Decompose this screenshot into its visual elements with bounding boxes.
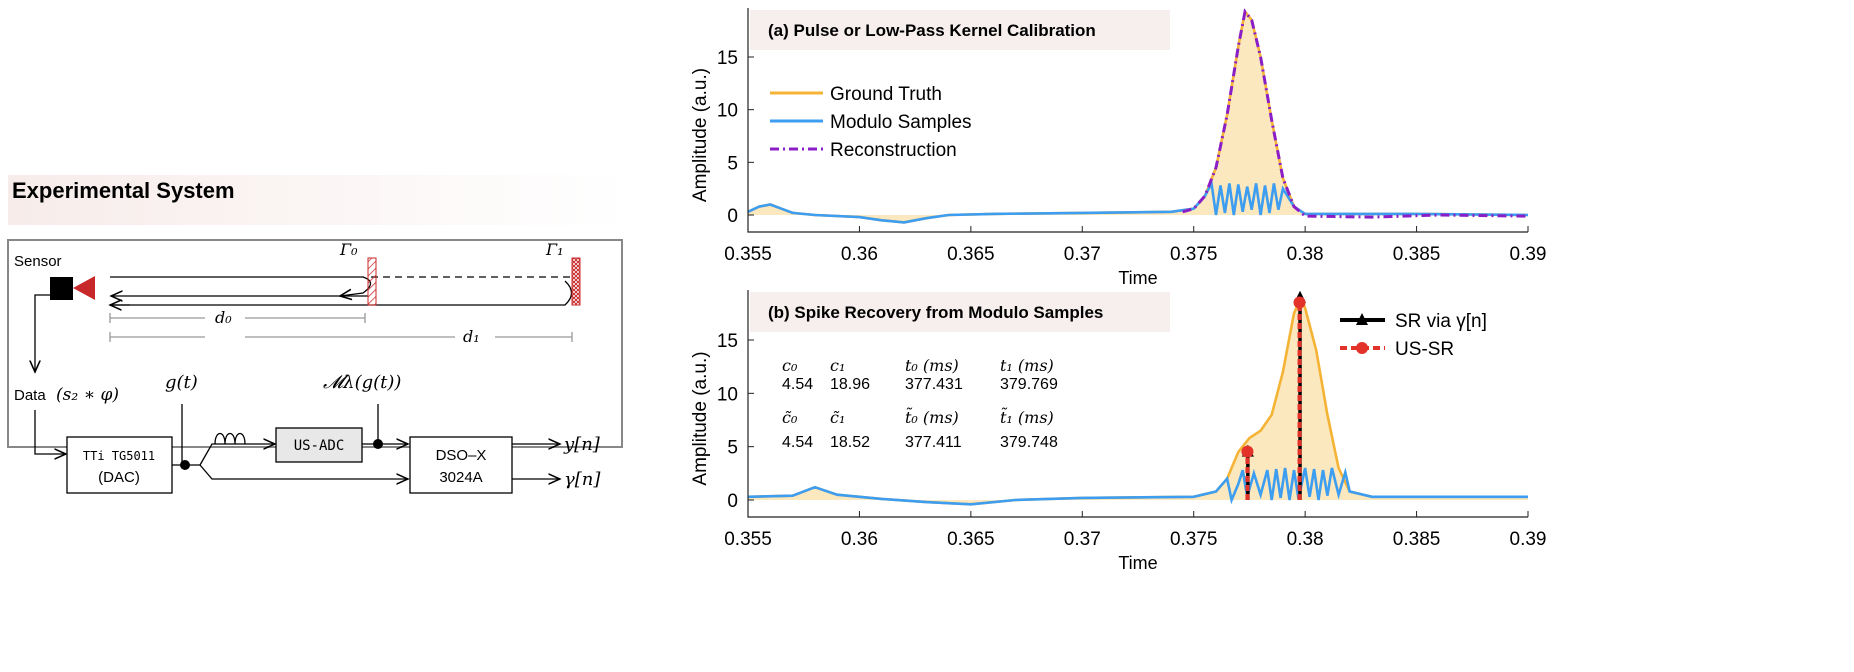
x-axis-label: Time: [1118, 268, 1157, 288]
table-cell: c̃₀: [782, 408, 798, 427]
table-cell: 18.96: [830, 376, 870, 393]
series-line-1: [747, 467, 1528, 506]
legend-marker: [1356, 313, 1368, 325]
legend-label: Reconstruction: [830, 140, 957, 161]
table-cell: t̃₀ (ms): [905, 407, 959, 427]
x-tick-label: 0.385: [1393, 244, 1441, 265]
x-tick-label: 0.365: [947, 529, 995, 550]
sensor-label: Sensor: [14, 253, 62, 270]
y-tick-label: 0: [727, 491, 738, 512]
diagram-frame: [7, 239, 623, 448]
legend-label: US-SR: [1395, 339, 1454, 360]
y-axis-label: Amplitude (a.u.): [690, 68, 711, 202]
y-tick-label: 15: [717, 48, 738, 69]
table-cell: c₀: [782, 356, 798, 375]
reflector-gamma0: [367, 257, 377, 306]
x-tick-label: 0.375: [1170, 244, 1218, 265]
series-fill-0: [748, 297, 1528, 505]
diagram-title: Experimental System: [12, 178, 235, 203]
y-tick-label: 5: [727, 438, 738, 459]
x-tick-label: 0.355: [724, 529, 772, 550]
y-tick-label: 5: [727, 153, 738, 174]
y-axis-label: Amplitude (a.u.): [690, 351, 711, 485]
x-tick-label: 0.39: [1510, 529, 1547, 550]
dso-sublabel: 3024A: [439, 469, 482, 486]
x-axis-label: Time: [1118, 553, 1157, 573]
table-cell: 379.748: [1000, 434, 1058, 451]
junction-dot: [180, 460, 190, 470]
x-tick-label: 0.38: [1287, 529, 1324, 550]
legend-label: Modulo Samples: [830, 112, 972, 133]
series-line-2: [1182, 8, 1529, 219]
chart-b: (b) Spike Recovery from Modulo Samples 0.…: [690, 290, 1546, 573]
x-tick-label: 0.36: [841, 529, 878, 550]
data-label: Data: [14, 387, 46, 404]
table-cell: 379.769: [1000, 376, 1058, 393]
x-tick-label: 0.37: [1064, 529, 1101, 550]
x-tick-label: 0.375: [1170, 529, 1218, 550]
table-cell: t₁ (ms): [1000, 356, 1054, 375]
x-tick-label: 0.37: [1064, 244, 1101, 265]
modulo-label: 𝓜λ(g(t)): [323, 372, 401, 393]
dso-label: DSO–X: [436, 447, 487, 464]
legend-marker: [1356, 342, 1368, 354]
series-line-1: [747, 179, 1529, 224]
us-adc-label: US-ADC: [294, 438, 345, 454]
y-tick-label: 10: [717, 384, 738, 405]
title-band: [750, 10, 1170, 50]
x-tick-label: 0.38: [1287, 244, 1324, 265]
table-cell: c̃₁: [830, 408, 845, 427]
y-tick-label: 10: [717, 101, 738, 122]
table-cell: 4.54: [782, 434, 813, 451]
legend-label: SR via γ[n]: [1395, 311, 1487, 332]
dac-label: TTi TG5011: [83, 449, 155, 463]
g-label: g(t): [165, 372, 198, 393]
y-tick-label: 15: [717, 331, 738, 352]
table-cell: 377.431: [905, 376, 963, 393]
circle-marker-1: [1293, 296, 1306, 309]
gamma1-label: Γ₁: [545, 240, 564, 259]
us-adc-box: [275, 427, 363, 463]
x-tick-label: 0.385: [1393, 529, 1441, 550]
table-cell: t₀ (ms): [905, 356, 959, 375]
output-y-label: y[n]: [563, 434, 601, 455]
data-expression: (s₂ ∗ φ): [56, 385, 119, 405]
output-gamma-label: γ[n]: [564, 469, 601, 490]
gamma0-label: Γ₀: [339, 240, 358, 259]
chart-title: (b) Spike Recovery from Modulo Samples: [768, 303, 1103, 322]
table-cell: c₁: [830, 356, 845, 375]
chart-a: (a) Pulse or Low-Pass Kernel Calibration…: [690, 8, 1546, 288]
table-cell: t̃₁ (ms): [1000, 407, 1054, 427]
y-tick-label: 0: [727, 206, 738, 227]
x-tick-label: 0.355: [724, 244, 772, 265]
table-cell: 4.54: [782, 376, 813, 393]
x-tick-label: 0.36: [841, 244, 878, 265]
legend-label: Ground Truth: [830, 84, 942, 105]
d0-label: d₀: [215, 308, 232, 327]
circle-marker-0: [1241, 445, 1254, 458]
d1-label: d₁: [463, 327, 480, 346]
sensor-block: [50, 277, 73, 300]
reflector-gamma1: [571, 257, 581, 306]
x-tick-label: 0.365: [947, 244, 995, 265]
dac-sublabel: (DAC): [98, 469, 140, 486]
x-tick-label: 0.39: [1510, 244, 1547, 265]
table-cell: 18.52: [830, 434, 870, 451]
dac-box: [66, 436, 173, 494]
sensor-triangle-icon: [73, 276, 95, 300]
title-band: [750, 292, 1170, 332]
chart-title: (a) Pulse or Low-Pass Kernel Calibration: [768, 21, 1096, 40]
dso-box: [409, 436, 513, 494]
table-cell: 377.411: [905, 434, 962, 451]
experimental-system-diagram: Experimental System Sensor Γ₀ Γ₁ d₀ d₁ D…: [7, 175, 628, 494]
